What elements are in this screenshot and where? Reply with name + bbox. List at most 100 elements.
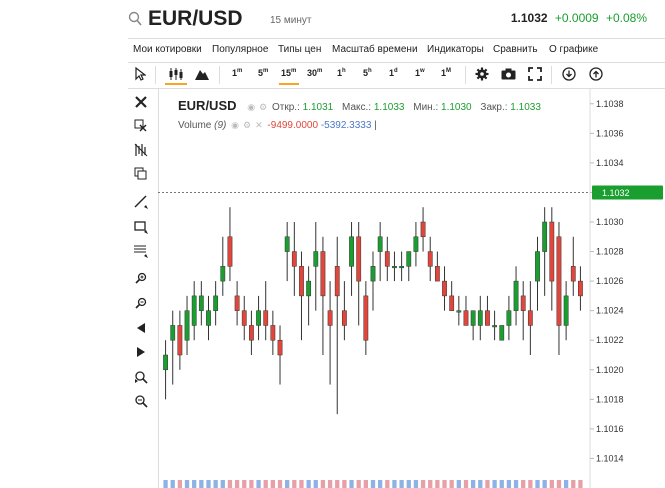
candle-body: [449, 295, 455, 311]
upload-icon[interactable]: [589, 67, 603, 81]
search-icon[interactable]: [128, 10, 142, 28]
zoom-in-icon[interactable]: [134, 272, 148, 286]
camera-icon[interactable]: [501, 68, 516, 80]
tf-5h[interactable]: 5h: [363, 68, 372, 78]
y-tick-label: 1.1024: [596, 306, 624, 316]
zoom-time-icon[interactable]: [134, 370, 148, 384]
hide-drawings-icon[interactable]: [134, 143, 148, 157]
candle-body: [263, 310, 269, 326]
horizontal-lines-icon[interactable]: [134, 244, 148, 258]
volume-value-2: -5392.3333: [320, 120, 372, 131]
volume-bar: [528, 480, 533, 488]
text-cursor: |: [374, 120, 377, 131]
candle-body: [370, 266, 376, 282]
candle-body: [463, 310, 469, 326]
volume-bar: [242, 480, 247, 488]
candle-body: [170, 325, 176, 341]
volume-bar: [327, 480, 333, 488]
volume-bar: [220, 480, 225, 488]
tf-15m[interactable]: 15m: [281, 68, 297, 78]
close-label: Закр.:: [480, 102, 508, 113]
tf-1d[interactable]: 1d: [389, 68, 398, 78]
menu-my-quotes[interactable]: Мои котировки: [133, 44, 202, 55]
volume-bar: [399, 480, 404, 488]
menu-compare[interactable]: Сравнить: [493, 44, 538, 55]
candle-body: [513, 280, 519, 311]
y-tick-label: 1.1016: [596, 424, 624, 434]
price-change: +0.0009: [554, 11, 599, 25]
copy-icon[interactable]: [134, 167, 148, 181]
volume-bar: [320, 480, 326, 488]
high-label: Макс.:: [342, 102, 372, 113]
download-icon[interactable]: [562, 67, 576, 81]
zoom-out-icon[interactable]: [134, 297, 148, 311]
tf-1h[interactable]: 1h: [337, 68, 346, 78]
volume-bar: [370, 480, 376, 488]
volume-bar: [378, 480, 383, 488]
open-value: 1.1031: [302, 102, 334, 113]
reset-zoom-icon[interactable]: [134, 394, 148, 408]
trendline-icon[interactable]: [134, 195, 148, 209]
volume-bar: [392, 480, 397, 488]
candle-body: [499, 325, 505, 341]
candle-body: [470, 310, 476, 326]
area-chart-icon[interactable]: [195, 68, 209, 80]
candle-body: [327, 310, 333, 326]
candle-body: [320, 251, 326, 297]
quote: 1.1032 +0.0009 +0.08%: [511, 11, 647, 25]
scroll-left-icon[interactable]: [134, 321, 148, 335]
menu-popular[interactable]: Популярное: [212, 44, 269, 55]
volume-value-1: -9499.0000: [267, 120, 319, 131]
volume-bar: [213, 480, 218, 488]
settings-small-icon[interactable]: ⚙: [243, 120, 252, 130]
volume-bar: [163, 480, 168, 488]
volume-bar: [206, 480, 211, 488]
menu-indicators[interactable]: Индикаторы: [427, 44, 484, 55]
y-tick-label: 1.1020: [596, 365, 624, 375]
volume-bar: [170, 480, 175, 488]
scroll-right-icon[interactable]: [134, 345, 148, 359]
tf-1m[interactable]: 1m: [232, 68, 243, 78]
candle-body: [349, 236, 354, 267]
top-menu: Мои котировки Популярное Типы цен Масшта…: [128, 38, 665, 63]
tf-5m[interactable]: 5m: [258, 68, 269, 78]
eye-icon[interactable]: ◉: [247, 102, 256, 112]
volume-bar: [192, 480, 197, 488]
eye-icon[interactable]: ◉: [231, 120, 240, 130]
erase-drawings-icon[interactable]: [134, 119, 148, 133]
volume-bar: [263, 480, 268, 488]
volume-legend: Volume (9) ◉ ⚙ ✕ -9499.0000 -5392.3333 |: [178, 120, 377, 131]
settings-small-icon[interactable]: ⚙: [259, 102, 268, 112]
candle-body: [578, 280, 583, 297]
header: EUR/USD 15 минут 1.1032 +0.0009 +0.08%: [0, 0, 665, 38]
volume-bar: [571, 480, 576, 488]
tf-30m[interactable]: 30m: [307, 68, 323, 78]
gear-icon[interactable]: [475, 67, 489, 81]
candle-body: [198, 295, 204, 311]
menu-time-scale[interactable]: Масштаб времени: [332, 44, 418, 55]
rectangle-icon[interactable]: [134, 220, 148, 234]
candle-body: [313, 251, 319, 267]
fullscreen-icon[interactable]: [528, 67, 542, 81]
active-underline: [165, 83, 187, 85]
cursor-icon[interactable]: [134, 67, 146, 81]
tf-1M[interactable]: 1M: [441, 68, 452, 78]
y-tick-label: 1.1018: [596, 394, 624, 404]
symbol-title: EUR/USD: [148, 7, 243, 30]
volume-bar: [549, 480, 554, 488]
volume-bar: [335, 480, 340, 488]
tf-1w[interactable]: 1w: [415, 68, 425, 78]
candle-body: [542, 221, 548, 252]
legend-symbol: EUR/USD: [178, 98, 237, 113]
volume-bar: [413, 480, 419, 488]
menu-price-types[interactable]: Типы цен: [278, 44, 322, 55]
close-icon[interactable]: [134, 95, 148, 109]
candle-body: [341, 310, 347, 326]
candle-body: [384, 251, 390, 267]
candle-body: [299, 266, 304, 297]
volume-bar: [249, 480, 254, 488]
close-small-icon[interactable]: ✕: [255, 120, 263, 130]
candlestick-chart[interactable]: 1.1038 1.1036 1.1034 1.1032 1.1030 1.1028 1.10…: [158, 89, 665, 488]
menu-about-chart[interactable]: О графике: [549, 44, 599, 55]
candles-icon[interactable]: [168, 67, 184, 81]
